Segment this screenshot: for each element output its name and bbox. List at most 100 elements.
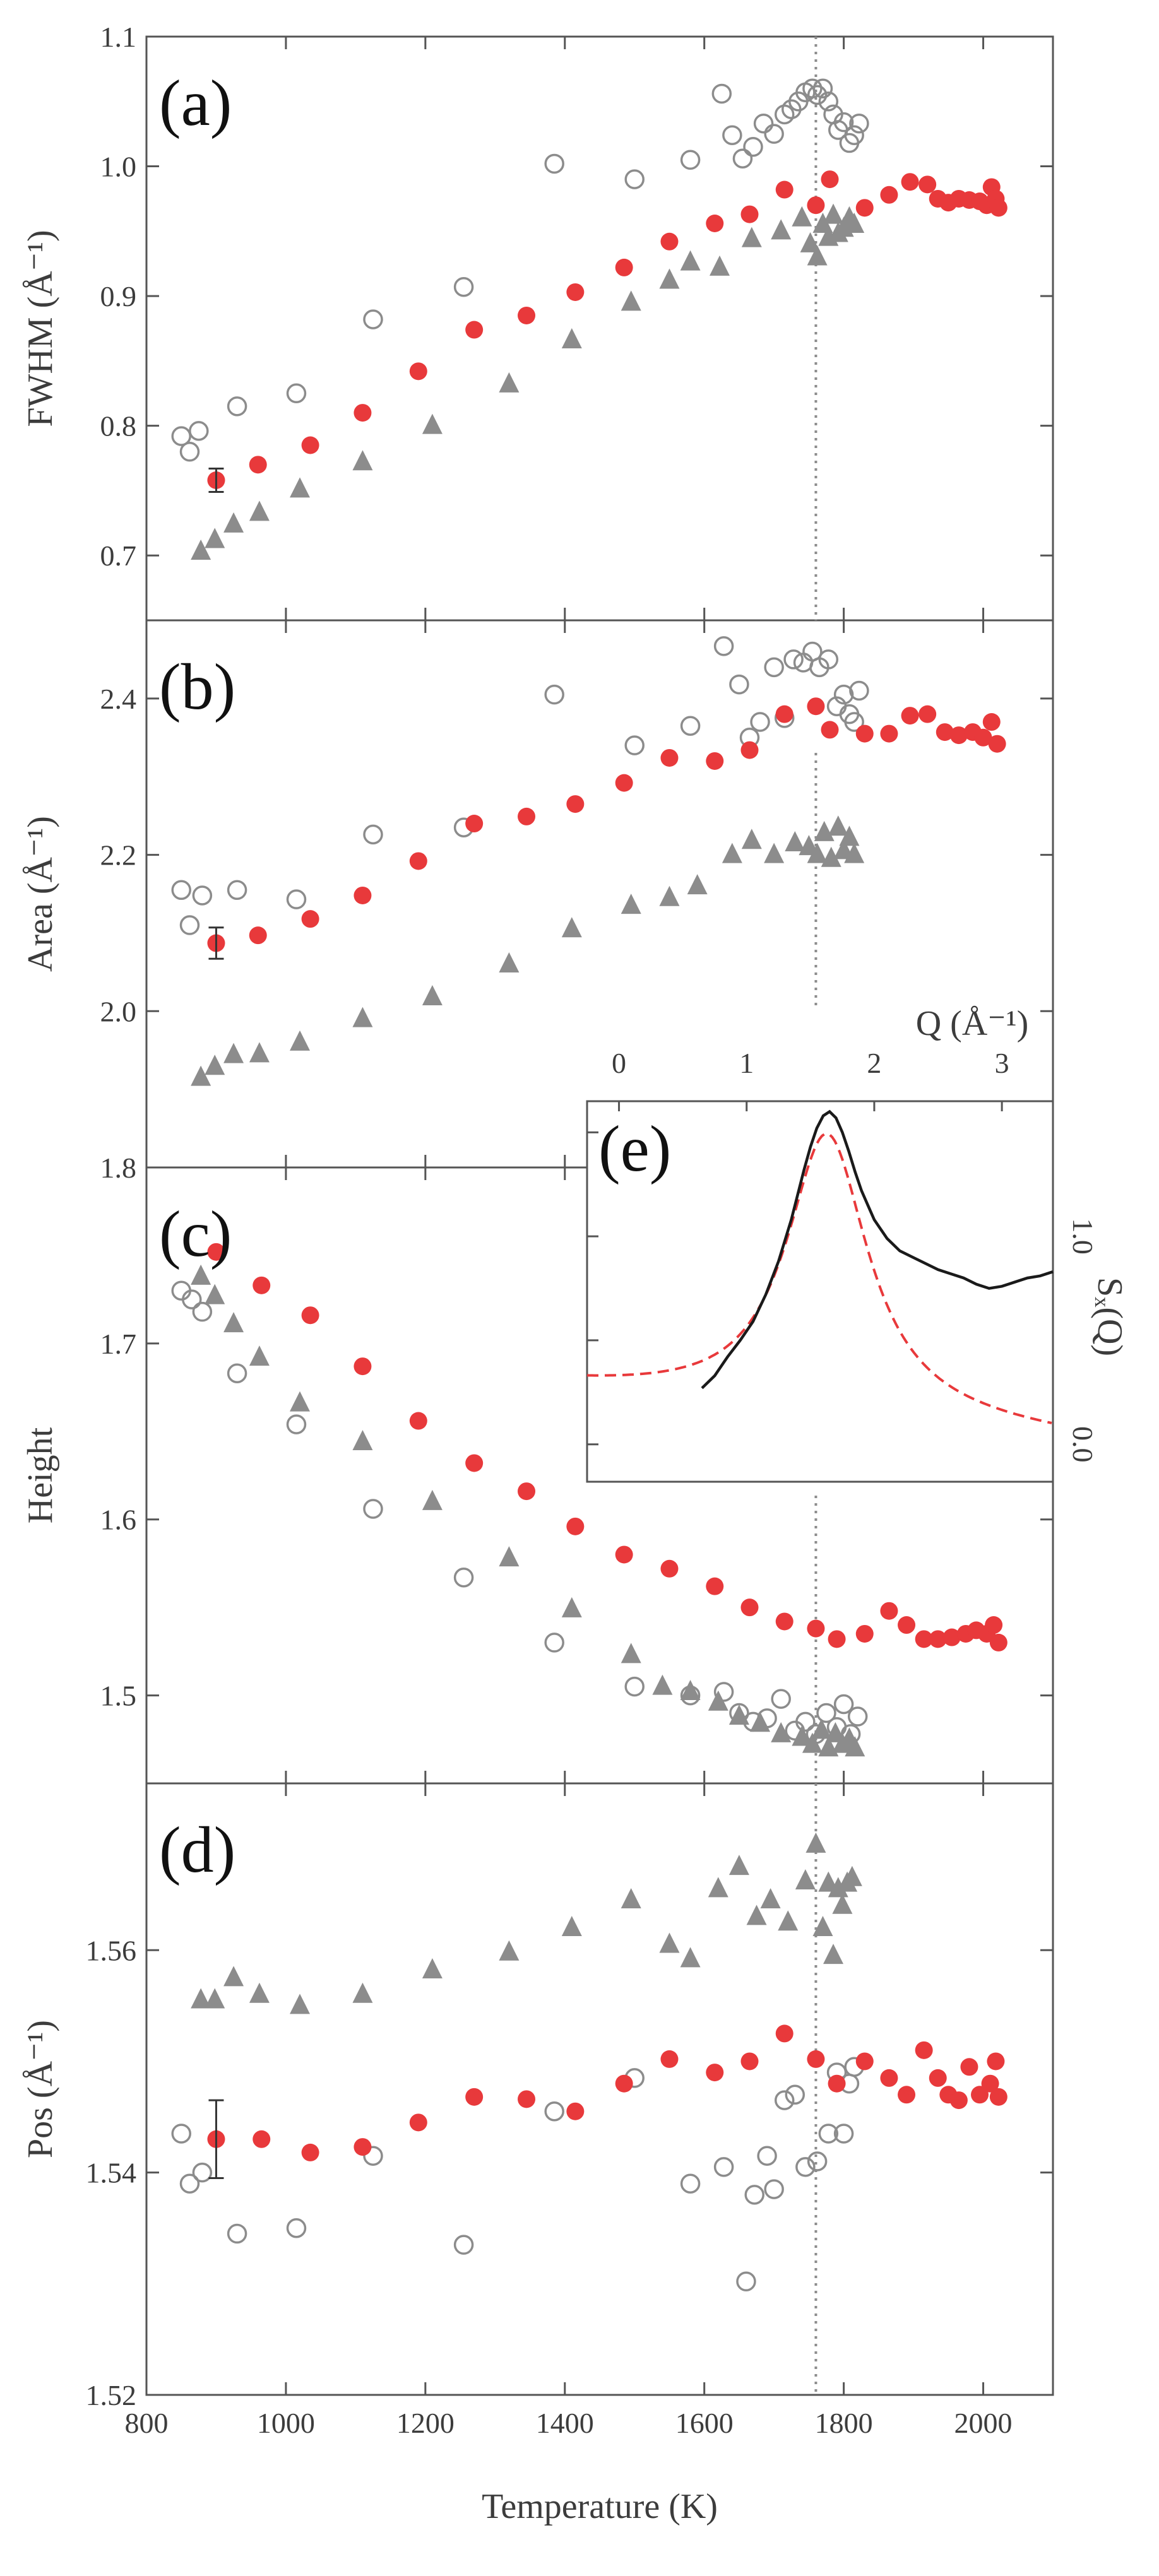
panel-d-triangle-point <box>223 1966 244 1987</box>
panel-b-triangle-point <box>561 917 582 938</box>
panel-a-red-point <box>409 362 427 381</box>
panel-a-triangle-point <box>741 227 762 247</box>
panel-a-triangle-point <box>561 328 582 348</box>
panel-c-red-point <box>615 1545 633 1564</box>
panel-b-ylabel: Area (Å⁻¹) <box>21 816 60 972</box>
panel-b-triangle-point <box>839 825 860 846</box>
panel-a-open-circle-point <box>544 153 564 174</box>
panel-c-triangle-point <box>621 1643 641 1663</box>
inset-panel-e <box>586 1100 1054 1483</box>
panel-a-red-point <box>566 283 585 301</box>
panel-c-red-point <box>409 1412 427 1430</box>
panel-b-open-circle-point <box>680 716 701 736</box>
panel-c-red-point <box>301 1306 319 1325</box>
panel-d-ytick-label: 1.52 <box>86 2379 137 2411</box>
panel-c-triangle-point <box>845 1736 865 1757</box>
x-tick-label: 800 <box>125 2407 169 2439</box>
panel-d-triangle-point <box>249 1982 270 2003</box>
panel-b-ytick-label: 2.4 <box>100 683 137 715</box>
panel-b-open-circle-point <box>750 712 770 732</box>
panel-a-triangle-point <box>205 528 225 548</box>
panel-d-triangle-point <box>422 1958 443 1978</box>
panel-b-triangle-point <box>764 842 785 863</box>
panel-d-open-circle-point <box>171 2124 191 2144</box>
panel-c-open-circle-point <box>771 1689 791 1709</box>
x-tick-label: 1200 <box>396 2407 455 2439</box>
panel-a-triangle-point <box>352 450 373 471</box>
panel-b-triangle-point <box>290 1030 311 1051</box>
panel-b-open-circle-point <box>363 824 383 845</box>
panel-d-open-circle-point <box>795 2157 816 2177</box>
panel-d-frame <box>145 1782 1054 2396</box>
panel-a-triangle-point <box>223 512 244 533</box>
inset-ytick-label: 0.0 <box>1067 1426 1099 1463</box>
panel-a-open-circle-point <box>179 442 200 462</box>
x-axis-title: Temperature (K) <box>482 2487 718 2526</box>
panel-b-open-circle-point <box>849 680 869 701</box>
panel-b-red-point <box>855 724 874 743</box>
panel-b-ytick-label: 2.0 <box>100 995 137 1027</box>
panel-b-triangle-point <box>499 952 520 972</box>
panel-b-triangle-point <box>828 815 848 836</box>
x-tick-label: 1600 <box>675 2407 734 2439</box>
panel-a-red-point <box>706 215 724 232</box>
panel-d-red-point <box>855 2052 874 2071</box>
panel-c-triangle-point <box>205 1284 225 1304</box>
panel-a-open-circle-point <box>753 113 774 134</box>
panel-a-ytick-label: 0.9 <box>100 280 137 312</box>
panel-b-red-point <box>821 721 839 739</box>
panel-c-red-point <box>465 1454 484 1472</box>
panel-b-triangle-point <box>205 1055 225 1075</box>
panel-d-ytick-label: 1.54 <box>86 2157 137 2189</box>
panel-c-open-circle-point <box>286 1414 307 1434</box>
panel-a-red-point <box>301 436 319 454</box>
panel-b-red-point <box>409 852 427 870</box>
panel-c-label: (c) <box>159 1198 232 1270</box>
panel-d-red-point <box>828 2074 846 2093</box>
panel-b-label: (b) <box>159 651 235 723</box>
panel-a-open-circle-point <box>807 85 828 105</box>
panel-b-open-circle-point <box>544 684 564 705</box>
inset-measured-curve <box>701 1109 1054 1390</box>
panel-d-triangle-point <box>680 1947 701 1968</box>
panel-c-red-point <box>207 1243 225 1261</box>
panel-c-open-circle-point <box>182 1289 202 1309</box>
panel-a-open-circle-point <box>363 309 383 329</box>
panel-b-triangle-point <box>785 830 805 851</box>
panel-b-red-point <box>936 723 954 741</box>
panel-d-open-circle-point <box>192 2162 213 2183</box>
panel-b-red-point <box>249 926 267 945</box>
panel-a-open-circle-point <box>171 426 191 446</box>
panel-a-red-point <box>354 404 372 422</box>
panel-a-open-circle-point <box>453 276 474 297</box>
panel-c-triangle-point <box>652 1674 673 1695</box>
panel-a-red-point <box>660 232 679 251</box>
panel-c-red-point <box>985 1616 1003 1634</box>
panel-d-triangle-point <box>812 1916 833 1937</box>
panel-d-red-point <box>949 2091 968 2110</box>
panel-b-triangle-point <box>821 846 841 867</box>
panel-d-red-point <box>960 2058 978 2076</box>
panel-b-triangle-point <box>352 1007 373 1027</box>
panel-a-open-circle-point <box>227 396 247 417</box>
panel-c-red-point <box>706 1577 724 1595</box>
panel-c-red-point <box>660 1559 679 1578</box>
panel-a-ytick-label: 1.1 <box>100 21 137 53</box>
panel-a-open-circle-point <box>833 112 854 133</box>
panel-d-open-circle-point <box>744 2185 764 2205</box>
panel-d-triangle-point <box>352 1982 373 2003</box>
panel-b-red-point <box>949 726 968 745</box>
panel-a-open-circle-point <box>849 113 869 134</box>
panel-c-ytick-label: 1.6 <box>100 1504 137 1536</box>
panel-c-red-point <box>989 1633 1007 1651</box>
panel-c-ylabel: Height <box>21 1427 60 1523</box>
inset-xtick-label: 3 <box>995 1047 1009 1079</box>
panel-d-triangle-point <box>795 1869 816 1890</box>
panel-c-triangle-point <box>771 1722 792 1742</box>
panel-b-red-point <box>301 910 319 928</box>
panel-c-open-circle-point <box>795 1711 816 1732</box>
panel-b-open-circle-point <box>833 684 854 705</box>
panel-a-label: (a) <box>159 67 232 139</box>
panel-d-ytick-label: 1.56 <box>86 1934 137 1966</box>
panel-b-open-circle-point <box>844 712 864 732</box>
